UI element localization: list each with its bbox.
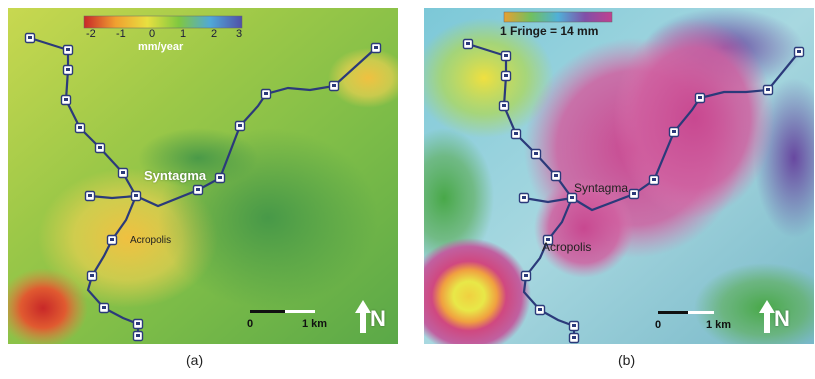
- colorbar-a: [83, 15, 243, 29]
- metro-station-glyph: [110, 238, 114, 241]
- scale-a-start: 0: [247, 318, 254, 330]
- scale-bar-dark-a: [250, 310, 285, 313]
- metro-line-a-south: [86, 195, 140, 336]
- metro-line-a-branch: [89, 194, 137, 200]
- caption-a: (a): [186, 352, 204, 368]
- north-label-a: N: [370, 306, 386, 331]
- metro-station-glyph: [136, 334, 140, 337]
- metro-station-glyph: [66, 68, 70, 71]
- deformation-map-a: -2 -1 0 1 2 3 mm/year Syntagma Acropolis…: [8, 8, 398, 344]
- metro-station-glyph: [102, 306, 106, 309]
- yellow-zone-nw-b: [424, 18, 554, 138]
- metro-station-glyph: [514, 132, 518, 135]
- metro-station-glyph: [632, 192, 636, 195]
- metro-station-glyph: [672, 130, 676, 133]
- colorbar-a-tick: -1: [116, 28, 126, 40]
- north-arrow-a: [355, 300, 371, 333]
- scale-a-end: 1 km: [302, 318, 328, 330]
- metro-station-glyph: [504, 74, 508, 77]
- metro-station-glyph: [90, 274, 94, 277]
- colorbar-a-tick: 2: [211, 28, 218, 40]
- metro-station-glyph: [466, 42, 470, 45]
- north-label-b: N: [774, 306, 790, 331]
- metro-station-glyph: [64, 98, 68, 101]
- metro-station-glyph: [196, 188, 200, 191]
- label-acropolis-b: Acropolis: [542, 240, 592, 254]
- colorbar-a-unit: mm/year: [138, 41, 184, 53]
- scale-bar-dark-b: [658, 311, 688, 314]
- metro-station-glyph: [522, 196, 526, 199]
- metro-line-b-south: [522, 197, 576, 338]
- metro-station-glyph: [238, 124, 242, 127]
- label-acropolis-a: Acropolis: [130, 235, 172, 246]
- metro-station-glyph: [121, 171, 125, 174]
- subsidence-hotspot-a: [8, 268, 88, 344]
- colorbar-a-tick: -2: [86, 28, 96, 40]
- metro-station-glyph: [766, 88, 770, 91]
- colorbar-b: [503, 11, 613, 23]
- metro-station-glyph: [698, 96, 702, 99]
- colorbar-a-tick: 1: [180, 28, 187, 40]
- colorbar-a-tick: 3: [236, 28, 243, 40]
- metro-station-glyph: [374, 46, 378, 49]
- uplift-area-ne-a: [328, 48, 398, 108]
- metro-station-glyph: [332, 84, 336, 87]
- metro-station-glyph: [134, 194, 138, 197]
- label-syntagma-b: Syntagma: [574, 181, 629, 195]
- scale-b-start: 0: [655, 319, 662, 331]
- metro-station-glyph: [136, 322, 140, 325]
- metro-station-glyph: [524, 274, 528, 277]
- metro-line-b-branch: [523, 196, 573, 204]
- green-area-center-a: [138, 128, 258, 188]
- metro-station-glyph: [572, 336, 576, 339]
- metro-station-glyph: [78, 126, 82, 129]
- metro-station-glyph: [534, 152, 538, 155]
- metro-station-glyph: [28, 36, 32, 39]
- green-zone-w-b: [424, 128, 494, 268]
- fringe-ring-sw-b: [424, 238, 531, 344]
- metro-station-glyph: [264, 92, 268, 95]
- metro-station-glyph: [66, 48, 70, 51]
- green-zone-se-b: [694, 263, 814, 344]
- metro-station-glyph: [88, 194, 92, 197]
- scale-bar-light-a: [285, 310, 315, 313]
- deformation-lobe-east-b: [614, 18, 774, 218]
- metro-station-glyph: [572, 324, 576, 327]
- colorbar-a-tick: 0: [149, 28, 156, 40]
- metro-station-glyph: [504, 54, 508, 57]
- north-arrow-b: [759, 300, 775, 333]
- metro-station-glyph: [218, 176, 222, 179]
- metro-station-glyph: [98, 146, 102, 149]
- scale-b-end: 1 km: [706, 319, 732, 331]
- map-b-canvas: [424, 8, 814, 344]
- metro-station-glyph: [797, 50, 801, 53]
- interferogram-map-b: 1 Fringe = 14 mm Syntagma Acropolis 0 1 …: [424, 8, 814, 344]
- metro-station-glyph: [652, 178, 656, 181]
- caption-b: (b): [618, 352, 636, 368]
- metro-station-glyph: [546, 238, 550, 241]
- metro-station-glyph: [538, 308, 542, 311]
- metro-station-glyph: [554, 174, 558, 177]
- label-syntagma-a: Syntagma: [144, 168, 207, 183]
- stations-a: [24, 32, 382, 342]
- metro-station-glyph: [570, 196, 574, 199]
- stations-b: [462, 38, 805, 344]
- metro-station-glyph: [502, 104, 506, 107]
- fringe-label: 1 Fringe = 14 mm: [500, 24, 599, 38]
- scale-bar-light-b: [688, 311, 714, 314]
- map-a-canvas: [8, 8, 398, 344]
